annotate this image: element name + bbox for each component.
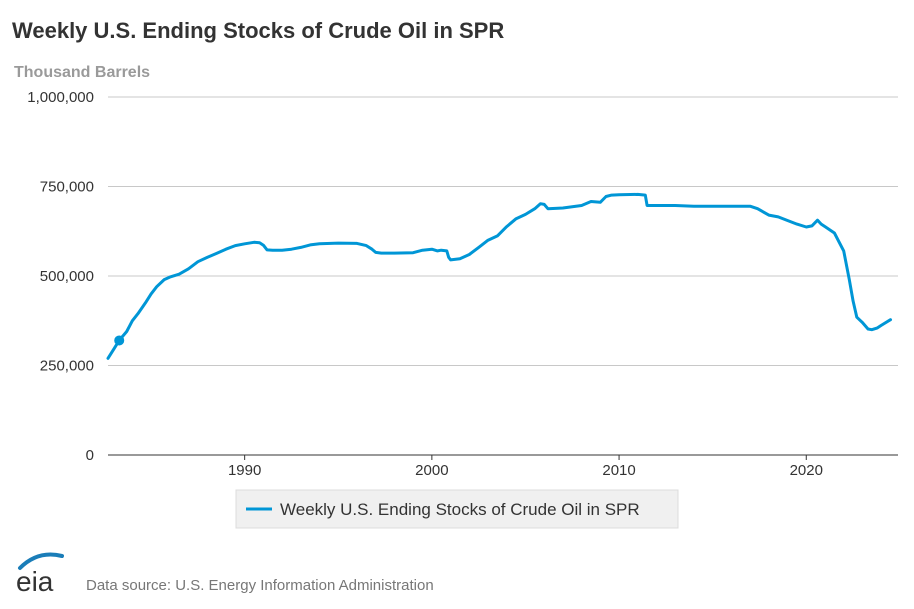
y-tick-label-2: 500,000 [40,268,94,285]
y-tick-label-3: 750,000 [40,179,94,196]
x-tick-label-1: 2000 [415,462,448,479]
y-tick-label-0: 0 [86,447,94,464]
series-marker-0[interactable] [114,335,125,346]
series-layer [106,192,892,360]
series-line-0[interactable] [106,192,892,360]
chart-title: Weekly U.S. Ending Stocks of Crude Oil i… [12,18,504,43]
logo-swoosh-icon [18,552,64,570]
y-tick-label-4: 1,000,000 [27,89,94,106]
y-axis-ticks: 0 250,000 500,000 750,000 1,000,000 [27,89,94,464]
y-axis-units: Thousand Barrels [14,64,150,81]
legend-label: Weekly U.S. Ending Stocks of Crude Oil i… [280,500,640,519]
x-tick-label-3: 2020 [790,462,823,479]
legend[interactable]: Weekly U.S. Ending Stocks of Crude Oil i… [235,489,679,529]
data-source: Data source: U.S. Energy Information Adm… [86,577,434,594]
legend-box [235,489,679,529]
x-tick-label-0: 1990 [228,462,261,479]
y-tick-label-1: 250,000 [40,358,94,375]
logo-text: eia [16,566,54,597]
x-axis-ticks: 1990 2000 2010 2020 [228,455,823,479]
eia-logo[interactable]: eia [16,552,64,598]
grid-lines [108,96,898,456]
x-tick-label-2: 2010 [602,462,635,479]
